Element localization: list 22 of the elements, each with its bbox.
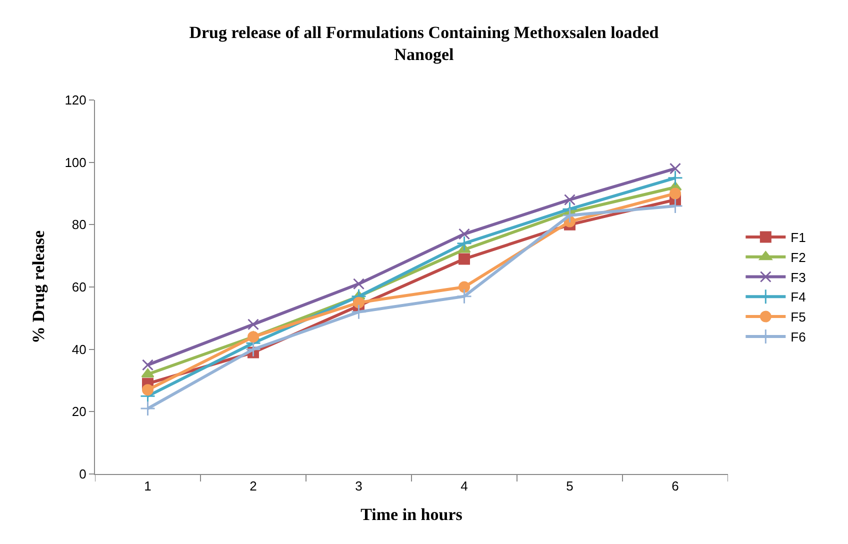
legend-label: F1 — [790, 230, 806, 246]
x-tick-label: 3 — [355, 478, 362, 494]
legend-label: F2 — [790, 250, 806, 265]
y-tick-label: 80 — [72, 217, 86, 232]
legend-label: F5 — [790, 310, 806, 325]
y-tick-label: 0 — [79, 466, 86, 482]
chart-title: Drug release of all Formulations Containing Methoxsalen loaded Nanogel — [189, 23, 660, 64]
x-tick-label: 2 — [250, 478, 257, 494]
legend-label: F6 — [790, 330, 806, 345]
x-tick-label: 5 — [566, 478, 574, 494]
y-tick-label: 120 — [64, 92, 86, 108]
y-tick-label: 100 — [64, 154, 86, 170]
legend-label: F4 — [790, 290, 806, 305]
x-axis-title: Time in hours — [360, 505, 463, 524]
x-tick-label: 1 — [144, 478, 152, 494]
x-tick-label: 4 — [460, 478, 468, 494]
x-tick-label: 6 — [672, 478, 679, 494]
y-axis-title: % Drug release — [29, 230, 48, 344]
y-tick-label: 20 — [72, 404, 86, 420]
legend-label: F3 — [790, 270, 806, 285]
y-tick-label: 60 — [72, 280, 86, 295]
y-tick-label: 40 — [72, 342, 86, 357]
